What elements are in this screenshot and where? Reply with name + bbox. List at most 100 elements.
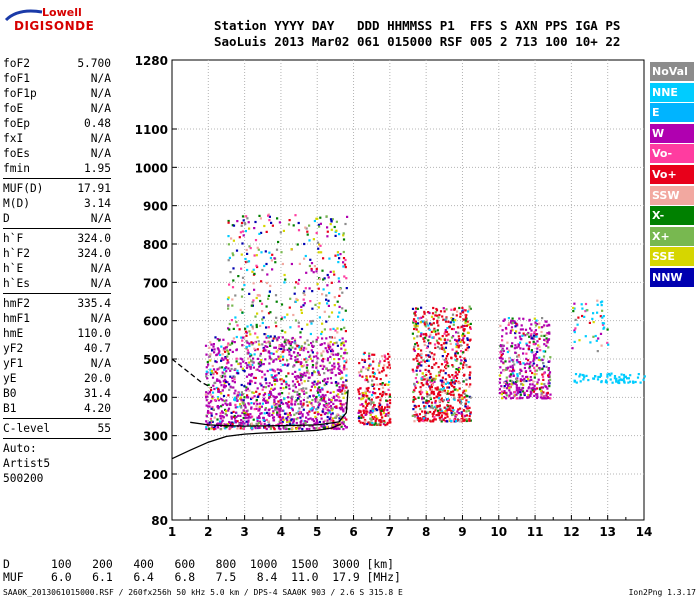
echo-point xyxy=(522,352,525,355)
echo-point xyxy=(260,302,264,305)
echo-point xyxy=(359,387,362,390)
echo-point xyxy=(219,414,222,418)
echo-point xyxy=(275,316,278,319)
echo-point xyxy=(467,401,470,404)
echo-point xyxy=(273,400,276,403)
echo-point xyxy=(305,347,308,350)
y-tick-label: 300 xyxy=(143,430,168,444)
echo-point xyxy=(322,420,325,423)
echo-point xyxy=(205,373,208,376)
echo-point xyxy=(435,374,438,377)
echo-point xyxy=(379,423,382,427)
echo-point xyxy=(439,310,443,313)
echo-point xyxy=(303,371,306,374)
echo-point xyxy=(339,377,342,380)
echo-point xyxy=(545,385,548,389)
legend: NoVal NNE E W Vo- Vo+ SSW X- X+ SSE NNW xyxy=(650,62,694,289)
echo-point xyxy=(287,363,290,366)
echo-point xyxy=(277,336,280,339)
echo-point xyxy=(501,397,504,400)
echo-point xyxy=(315,267,318,271)
echo-point xyxy=(215,386,218,390)
echo-point xyxy=(414,414,417,417)
echo-point xyxy=(464,389,468,392)
echo-point xyxy=(337,362,340,366)
echo-point xyxy=(372,367,375,370)
echo-point xyxy=(310,262,314,265)
echo-point xyxy=(260,363,263,366)
echo-point xyxy=(448,339,452,342)
echo-point xyxy=(426,419,429,422)
echo-point xyxy=(455,340,458,343)
param-name: foEs xyxy=(3,147,30,160)
echo-point xyxy=(287,339,290,342)
echo-point xyxy=(444,365,447,368)
echo-point xyxy=(469,396,472,399)
echo-point xyxy=(319,364,322,367)
echo-point xyxy=(231,340,234,343)
echo-point xyxy=(252,376,256,379)
echo-point xyxy=(236,220,239,223)
echo-point xyxy=(375,418,378,421)
echo-point xyxy=(219,391,222,394)
echo-point xyxy=(224,357,227,360)
echo-point xyxy=(252,391,255,394)
echo-point xyxy=(507,317,510,320)
echo-point xyxy=(434,418,437,421)
echo-point xyxy=(276,411,279,414)
echo-point xyxy=(221,399,224,402)
echo-point xyxy=(315,418,319,422)
echo-point xyxy=(331,218,334,221)
echo-point xyxy=(458,306,461,310)
echo-point xyxy=(230,364,233,367)
echo-point xyxy=(457,331,460,334)
echo-point xyxy=(293,375,297,378)
echo-point xyxy=(538,322,541,325)
echo-point xyxy=(363,360,366,363)
echo-point xyxy=(227,307,230,310)
echo-point xyxy=(229,348,232,352)
echo-point xyxy=(588,321,591,324)
echo-point xyxy=(359,410,362,413)
echo-point xyxy=(208,355,212,358)
echo-point xyxy=(296,354,299,357)
echo-point xyxy=(319,216,322,219)
echo-point xyxy=(450,327,454,331)
echo-point xyxy=(446,404,449,407)
echo-point xyxy=(299,363,302,366)
echo-point xyxy=(446,397,449,401)
echo-point xyxy=(338,417,341,420)
echo-point xyxy=(305,357,308,360)
echo-point xyxy=(272,411,275,414)
y-tick-label: 400 xyxy=(143,391,168,405)
echo-point xyxy=(500,344,503,348)
echo-point xyxy=(463,341,466,344)
echo-point xyxy=(312,383,315,386)
autoscale-artist: Artist5 xyxy=(3,457,51,470)
echo-point xyxy=(448,375,451,378)
echo-point xyxy=(339,402,342,405)
y-tick-label: 80 xyxy=(151,514,168,528)
param-name: foF1 xyxy=(3,72,30,85)
echo-point xyxy=(344,309,347,312)
echo-point xyxy=(249,413,252,416)
muf-table-cell: 200 xyxy=(71,557,113,571)
echo-point xyxy=(299,416,302,419)
echo-point xyxy=(368,390,371,394)
echo-point xyxy=(277,408,280,411)
echo-point xyxy=(277,400,280,403)
echo-point xyxy=(219,412,222,415)
echo-point xyxy=(438,374,441,377)
echo-point xyxy=(527,395,530,398)
echo-point xyxy=(318,386,321,389)
echo-point xyxy=(246,260,249,263)
echo-point xyxy=(425,381,428,384)
echo-point xyxy=(459,401,462,404)
echo-point xyxy=(323,419,327,422)
echo-point xyxy=(231,304,234,307)
echo-point xyxy=(441,390,444,394)
echo-point xyxy=(293,413,296,416)
echo-point xyxy=(264,377,267,380)
echo-point xyxy=(511,321,514,324)
echo-point xyxy=(281,392,284,395)
